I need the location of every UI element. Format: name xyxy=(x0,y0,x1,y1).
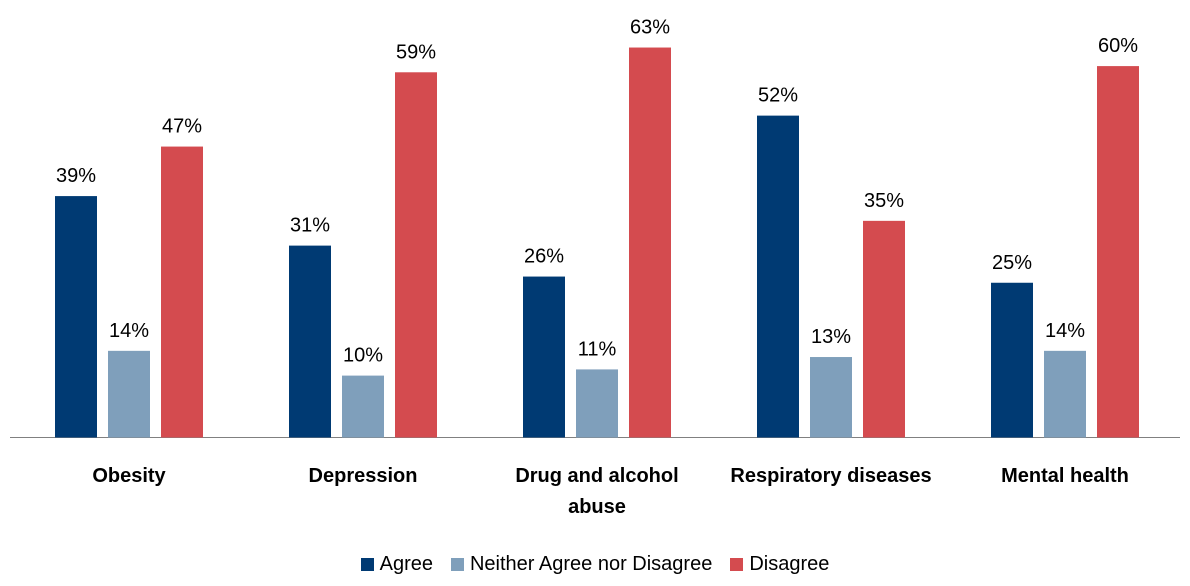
legend-label-agree: Agree xyxy=(379,552,433,575)
legend-item-neither: Neither Agree nor Disagree xyxy=(450,552,713,576)
legend-swatch-agree xyxy=(360,557,374,571)
legend-swatch-neither xyxy=(450,557,464,571)
data-label: 60% xyxy=(1098,35,1138,57)
category-label: Drug and alcohol xyxy=(515,465,678,487)
bar xyxy=(55,196,97,438)
data-label: 14% xyxy=(1045,320,1085,342)
category-label: Obesity xyxy=(92,465,166,487)
bar xyxy=(1044,350,1086,438)
category-label: Respiratory diseases xyxy=(730,465,931,487)
data-label: 14% xyxy=(109,320,149,342)
data-label: 63% xyxy=(630,17,670,39)
data-label: 13% xyxy=(811,326,851,348)
legend-item-agree: Agree xyxy=(360,552,433,576)
data-label: 25% xyxy=(992,252,1032,274)
category-label: Depression xyxy=(309,465,418,487)
bar xyxy=(629,47,671,438)
legend-label-disagree: Disagree xyxy=(749,552,830,575)
legend-label-neither: Neither Agree nor Disagree xyxy=(469,552,713,575)
bar xyxy=(863,220,905,438)
data-label: 10% xyxy=(343,345,383,367)
legend-swatch-disagree xyxy=(730,557,744,571)
legend-item-disagree: Disagree xyxy=(730,553,829,576)
data-label: 31% xyxy=(290,215,330,237)
category-label: Mental health xyxy=(1001,465,1129,487)
data-label: 11% xyxy=(578,338,617,360)
data-label: 35% xyxy=(864,190,904,212)
data-label: 47% xyxy=(162,116,202,138)
bar xyxy=(523,276,565,438)
category-label: abuse xyxy=(568,496,626,518)
chart-legend: Agree Neither Agree nor Disagree Disagre… xyxy=(0,549,1190,579)
bar xyxy=(161,146,203,438)
bar xyxy=(108,350,150,438)
bar xyxy=(810,357,852,438)
data-label: 52% xyxy=(758,85,798,107)
bar xyxy=(289,245,331,438)
bar xyxy=(991,282,1033,438)
data-label: 26% xyxy=(524,246,564,268)
bar xyxy=(395,72,437,438)
bar xyxy=(1097,66,1139,438)
bar xyxy=(757,115,799,438)
bar xyxy=(342,375,384,438)
bar-chart: 39% 14% 47% Obesity 31% 10% 59% Depression 26% 11… xyxy=(10,17,1180,518)
bar xyxy=(576,369,618,438)
data-label: 59% xyxy=(396,41,436,63)
data-label: 39% xyxy=(56,165,96,187)
